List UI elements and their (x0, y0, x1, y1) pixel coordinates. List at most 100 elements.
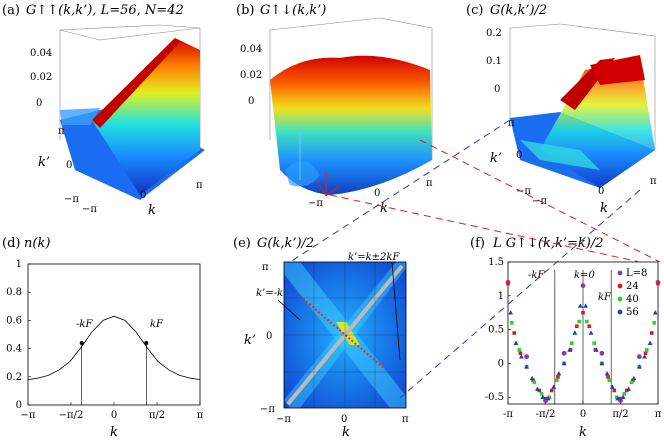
panel-c-zticks: 0.2 0.1 0 (486, 28, 502, 95)
panel-d-markers (79, 340, 149, 405)
panel-a-kptick: 0 (66, 160, 72, 171)
panel-d-label: (d) (2, 236, 20, 251)
panel-d-xticks: −π −π/2 0 π/2 π (21, 402, 204, 421)
panel-f-point (581, 310, 585, 315)
panel-b-ztick: 0 (248, 96, 254, 107)
panel-f-point (656, 281, 660, 286)
panel-b-ktick: −π (308, 198, 323, 209)
panel-f-point (574, 324, 579, 329)
panel-e: (e) G(k,k’)/2 k’=k±2kF k’=-k π 0 −π k’ (233, 236, 409, 440)
panel-f-legend-marker (617, 283, 623, 289)
panel-f-point (513, 340, 519, 345)
panel-f-legend-label: 24 (626, 281, 639, 292)
panel-f-point (622, 392, 627, 396)
panel-f-point (572, 330, 578, 335)
panel-b: (b) G↑↓(k,k’) 0.04 0.02 0 −π 0 π k (236, 3, 433, 216)
panel-e-ytick: 0 (266, 331, 272, 342)
panel-d-annotation: kF (150, 319, 164, 330)
panel-f-legend-marker (617, 309, 623, 315)
panel-f-point (508, 310, 514, 315)
panel-a: (a) G↑↑(k,k’), L=56, N=42 0.04 0.02 0 π … (2, 3, 205, 218)
panel-b-label: (b) (236, 3, 254, 18)
panel-a-ktick: π (196, 180, 203, 191)
panel-a-ktick: −π (82, 204, 97, 215)
panel-e-red-line (299, 295, 387, 371)
panel-b-surface (270, 55, 432, 195)
panel-f-label: (f) (470, 236, 485, 251)
panel-d-xtick: π (197, 410, 204, 421)
panel-f-annotation: kF (598, 292, 612, 303)
panel-f-point (561, 360, 567, 366)
panel-f-point (583, 303, 589, 308)
panel-f-point (592, 341, 597, 345)
panel-f-legend-marker (617, 296, 623, 302)
panel-a-zticks: 0.04 0.02 0 (30, 48, 52, 109)
panel-f-point (607, 378, 612, 383)
panel-b-ztick: 0.04 (240, 44, 262, 55)
panel-f-point (588, 330, 594, 335)
panel-f-point (636, 364, 642, 369)
panel-f-legend-label: L=8 (626, 268, 647, 279)
panel-f-point (577, 319, 581, 324)
panel-e-grid (284, 262, 406, 408)
panel-d-kf-point (79, 340, 84, 345)
panel-f-point (631, 375, 637, 381)
panel-f-legend-label: 56 (626, 307, 639, 318)
panel-f-point (609, 384, 615, 389)
panel-d-ytick: 0 (16, 400, 22, 411)
panel-f-point (585, 319, 589, 324)
panel-f-point (649, 331, 654, 335)
panel-f-xtick: 0 (580, 409, 586, 420)
panel-f-point (556, 375, 560, 379)
panel-f-point (618, 396, 623, 401)
panel-d-kf-point (144, 340, 149, 345)
panel-f-ytick: -0.5 (485, 392, 504, 403)
panel-a-kpticks: π 0 −π (58, 126, 79, 205)
panel-e-annotation: k’=k±2kF (348, 252, 400, 263)
panel-b-xlabel: k (380, 201, 388, 216)
panel-a-kticks: −π 0 π (82, 180, 203, 215)
panel-a-kptick: π (58, 126, 65, 137)
panel-d-ytick: 0.6 (6, 315, 22, 326)
panel-f-point (539, 392, 544, 396)
panel-f-point (604, 370, 610, 376)
panel-f-point (519, 354, 524, 359)
panel-f-point (620, 394, 626, 400)
panel-f-point (532, 380, 537, 385)
panel-f-point (524, 354, 530, 360)
panel-c-ztick: 0.1 (486, 56, 502, 67)
panel-f-xtick: -π/2 (536, 409, 556, 420)
panel-f-ytick: 1 (498, 291, 504, 302)
panel-c-box (509, 23, 656, 150)
panel-f-annotation: k=0 (574, 270, 595, 281)
red-connector (419, 139, 661, 263)
panel-f-legend: L=8 24 40 56 (617, 268, 647, 318)
panel-a-ridge-edge (92, 38, 180, 128)
panel-f-point (545, 395, 551, 401)
panel-f-point (636, 354, 642, 360)
panel-d: (d) n(k) 00.20.40.60.81 −π −π/2 0 π/2 π -kF … (2, 236, 204, 440)
panel-a-ztick: 0.04 (30, 48, 52, 59)
panel-f-point (543, 396, 548, 401)
panel-f-legend-label: 40 (626, 294, 639, 305)
panel-f-point (644, 348, 649, 352)
panel-b-axes (317, 172, 341, 197)
panel-c-ktick: −π (532, 196, 547, 207)
panel-c-kpticks: π 0 −π (508, 118, 531, 197)
panel-c-peak2 (590, 55, 645, 85)
panel-f-point (540, 394, 546, 400)
panel-c-kptick: 0 (516, 150, 522, 161)
panel-f-legend-marker (617, 270, 623, 276)
panel-f-point (599, 350, 605, 356)
panel-c-title: G(k,k’)/2 (490, 3, 547, 18)
panel-d-xlabel: k (110, 425, 118, 440)
panel-f-point (642, 354, 647, 359)
panel-c-kticks: −π 0 π (532, 176, 657, 207)
panel-c-ktick: π (650, 176, 657, 187)
panel-f-point (556, 370, 562, 376)
panel-f-xtick: π (655, 409, 662, 420)
panel-a-ztick: 0.02 (30, 72, 52, 83)
panel-e-arrow (277, 299, 301, 321)
panel-d-xtick: −π/2 (59, 410, 84, 421)
